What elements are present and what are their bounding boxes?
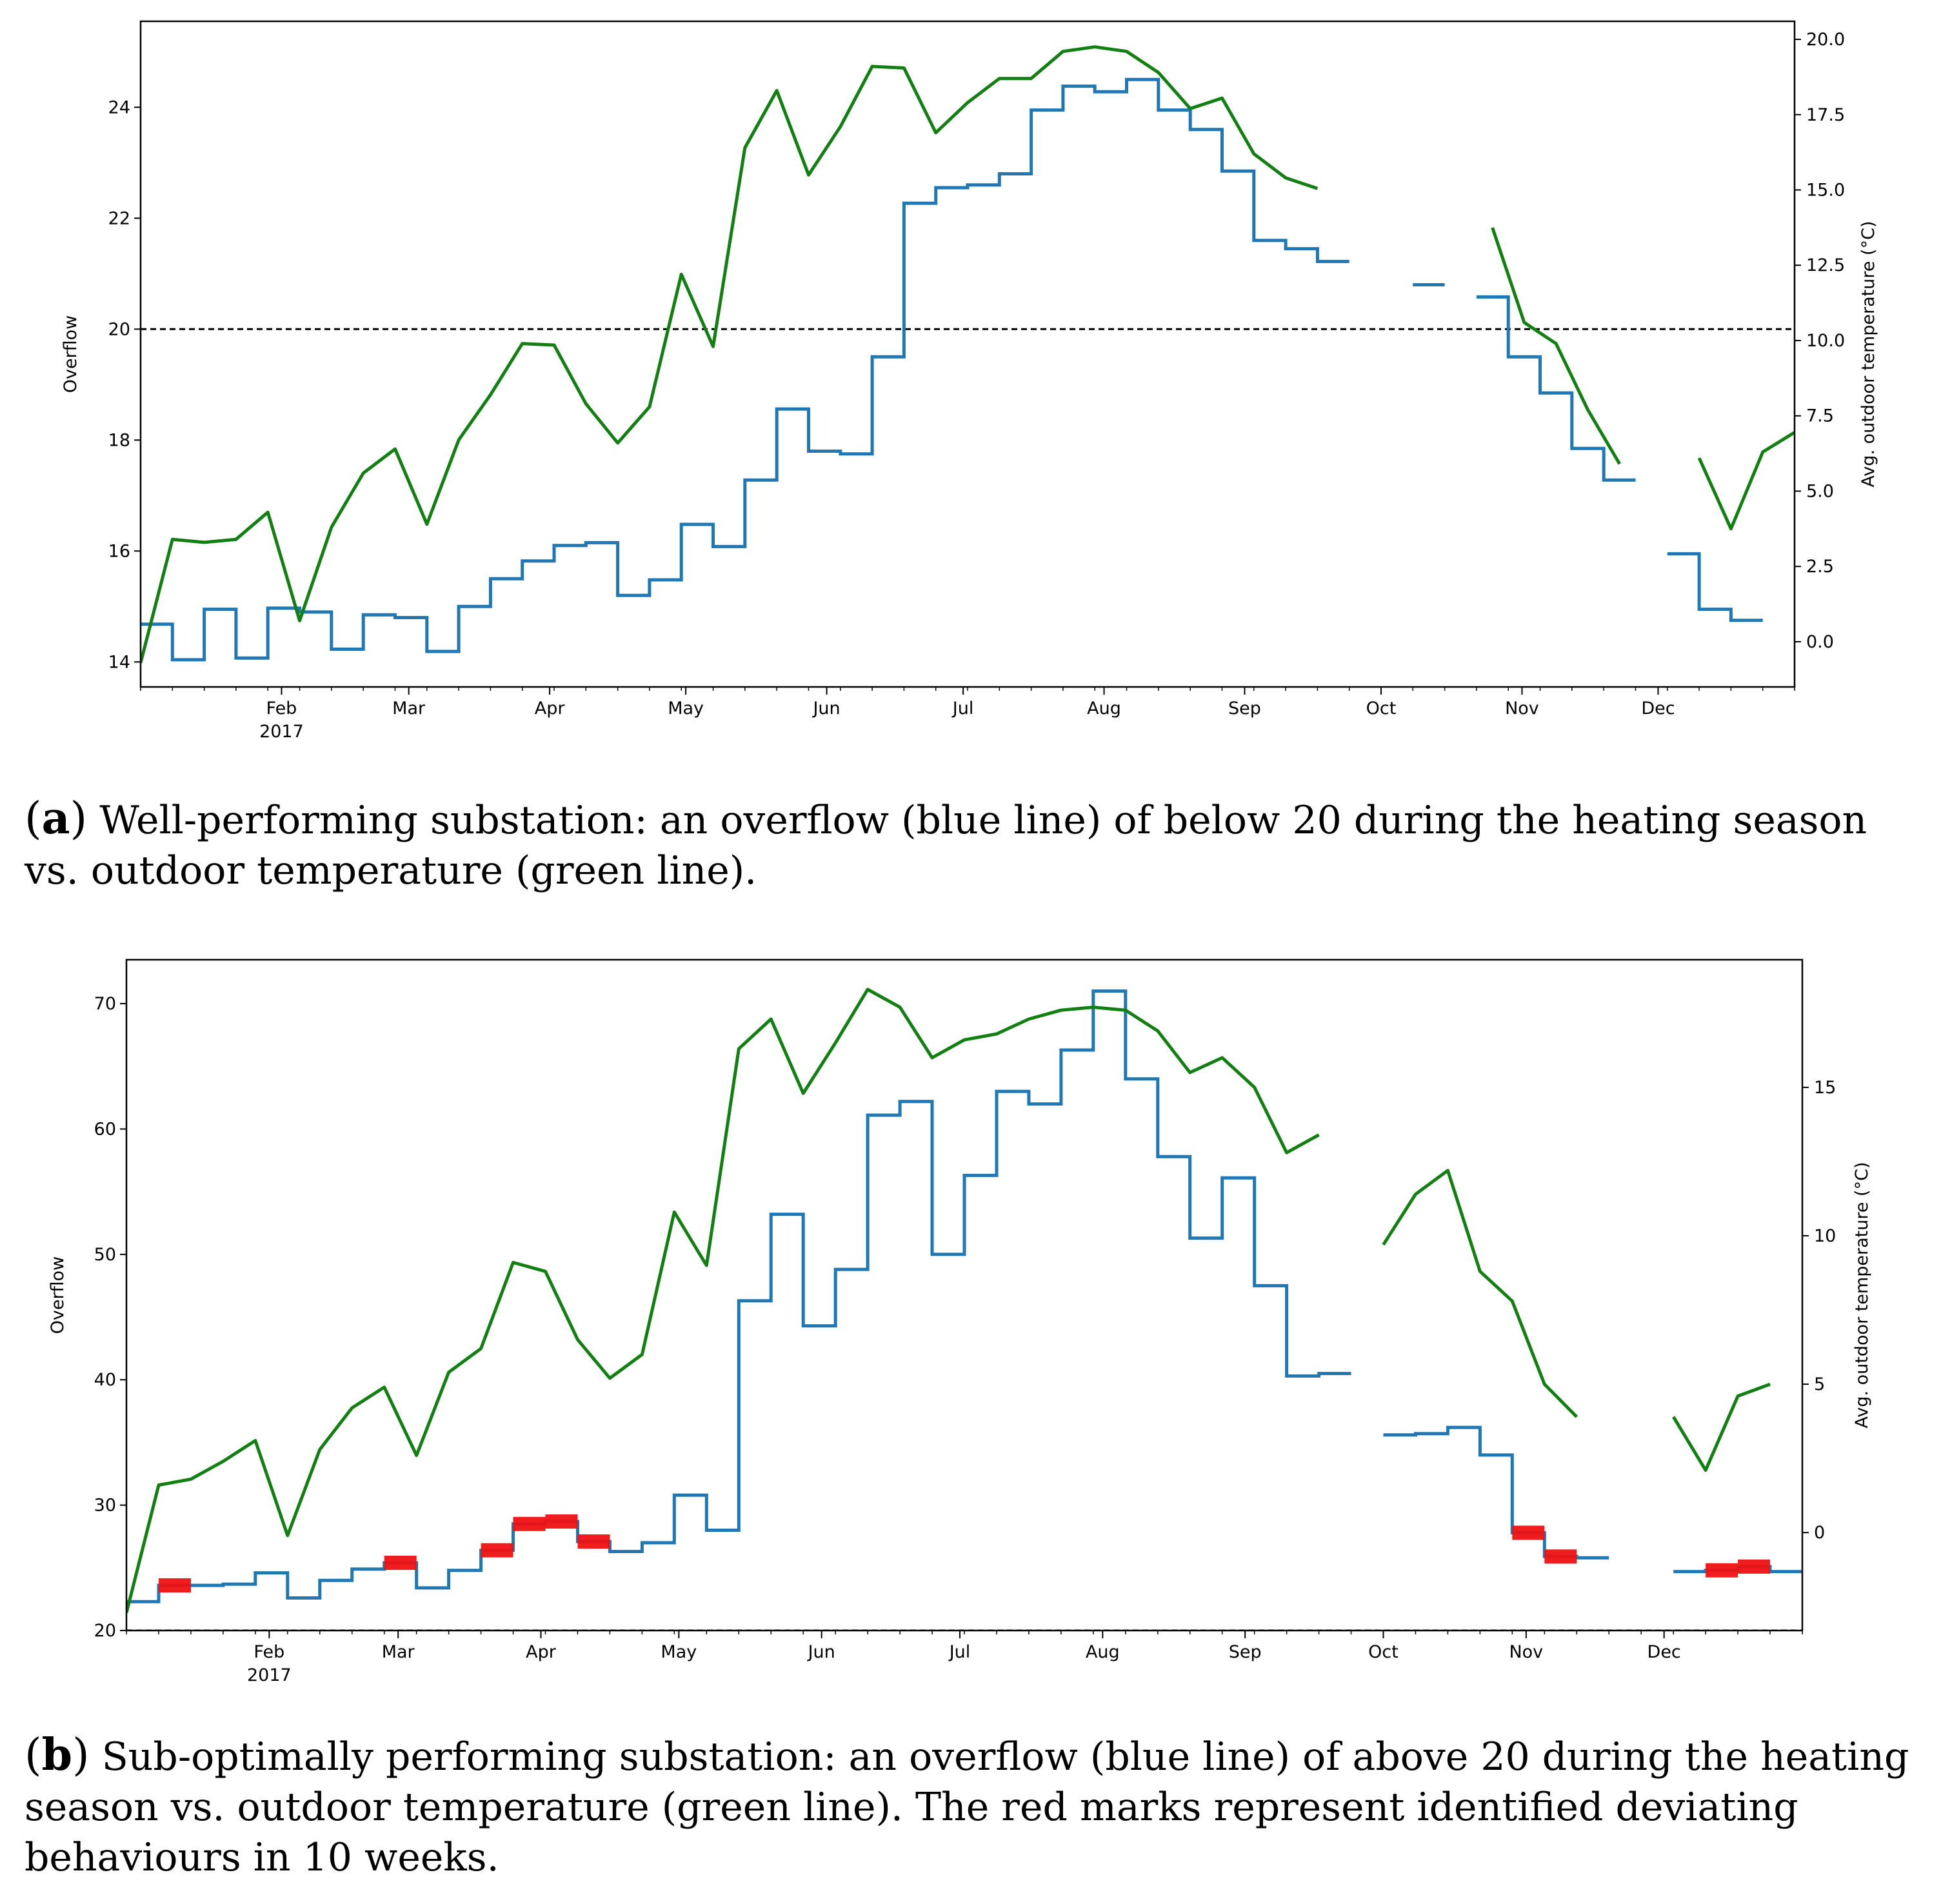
chart-b: 20 30 40 50 60 70 0 5 10 15 Feb Mar Apr May Jun Jul Aug S… [48,958,1872,1685]
anomaly-mark [1738,1559,1771,1574]
x-year-label: 2017 [259,722,304,742]
plot-area [141,45,1795,664]
anomaly-mark [1706,1563,1738,1578]
y2-tick-label: 5 [1814,1374,1825,1394]
caption-a-label: a [41,793,70,844]
y2-tick-label: 0 [1814,1523,1825,1543]
overflow-line-segment [1383,1425,1609,1560]
anomaly-mark [1512,1525,1545,1540]
y-tick-label: 14 [108,652,130,672]
y2-tick-label: 0.0 [1806,632,1834,652]
x-tick-label: Oct [1366,699,1397,719]
temperature-line-segment [141,45,1319,664]
x-tick-label: Dec [1641,699,1675,719]
x-tick-label: Feb [266,699,297,719]
x-tick-label: Dec [1647,1642,1681,1662]
y2-tick-label: 5.0 [1806,481,1834,501]
x-tick-label: Mar [392,699,426,719]
y-tick-label: 50 [94,1245,116,1265]
y-tick-label: 30 [94,1496,116,1516]
caption-b-tag: (b) [25,1729,90,1781]
y2-tick-label: 2.5 [1806,557,1834,577]
y2-tick-label: 20.0 [1806,30,1845,50]
caption-b-text: Sub-optimally performing substation: an … [25,1734,1909,1880]
x-tick-label: Apr [535,699,566,719]
caption-b: (b) Sub-optimally performing substation:… [25,1730,1921,1883]
x-tick-label: Sep [1228,699,1261,719]
x-tick-label: Apr [526,1642,557,1662]
x-tick-label: Oct [1368,1642,1399,1662]
y-axis-label: Overflow [61,315,81,393]
x-tick-label: Nov [1505,699,1539,719]
x-tick-label: Aug [1086,1642,1120,1662]
x-tick-label: May [661,1642,697,1662]
overflow-line-segment [1667,552,1763,622]
y2-axis-label: Avg. outdoor temperature (°C) [1852,1162,1872,1429]
anomaly-mark [159,1578,191,1592]
plot-area [126,987,1802,1631]
x-tick-label: Nov [1509,1642,1543,1662]
x-tick-label: Jun [811,699,840,719]
y2-tick-label: 17.5 [1806,105,1845,125]
x-tick-label: May [668,699,704,719]
axes-frame [139,20,1796,688]
y2-tick-label: 7.5 [1806,406,1834,426]
y2-tick-label: 10 [1814,1226,1836,1246]
x-tick-label: Sep [1229,1642,1262,1662]
temperature-line-segment [1382,1169,1578,1418]
temperature-line-segment [1672,1382,1771,1472]
axes-frame [125,958,1804,1632]
y2-tick-label: 12.5 [1806,255,1845,275]
x-tick-label: Aug [1087,699,1121,719]
overflow-line-segment [126,989,1351,1603]
y-tick-label: 70 [94,994,116,1014]
y2-tick-label: 15.0 [1806,181,1845,201]
y-tick-label: 20 [108,319,130,339]
y-tick-label: 60 [94,1119,116,1139]
y-axis-label: Overflow [48,1256,68,1334]
anomaly-mark [513,1516,546,1531]
y-tick-label: 24 [108,97,130,117]
anomaly-mark [384,1556,417,1570]
y-tick-label: 18 [108,430,130,450]
x-tick-label: Feb [254,1642,284,1662]
y2-tick-label: 15 [1814,1078,1836,1098]
y2-axis-label: Avg. outdoor temperature (°C) [1858,221,1878,488]
anomaly-mark [481,1543,513,1558]
caption-a: (a) Well-performing substation: an overf… [25,793,1921,896]
x-tick-label: Jul [948,1642,971,1662]
y-tick-label: 16 [108,541,130,561]
x-tick-label: Mar [382,1642,415,1662]
y-tick-label: 22 [108,208,130,228]
caption-b-label: b [41,1729,73,1781]
caption-a-text: Well-performing substation: an overflow … [25,798,1867,893]
temperature-line-segment [126,987,1320,1614]
temperature-line-segment [1491,227,1621,465]
y2-tick-label: 10.0 [1806,331,1845,351]
anomaly-mark [577,1534,610,1549]
y-tick-label: 40 [94,1370,116,1390]
x-year-label: 2017 [247,1665,292,1685]
chart-a: 14 16 18 20 22 24 0.0 2.5 5.0 7.5 10.0 12.5 15.0 17.5… [61,20,1878,742]
overflow-line-segment [141,77,1349,662]
temperature-line-segment [1697,431,1795,531]
overflow-line-segment [1476,295,1636,482]
x-tick-label: Jun [807,1642,835,1662]
anomaly-mark [1544,1549,1577,1564]
y-tick-label: 20 [94,1621,116,1641]
caption-a-tag: (a) [25,793,88,844]
x-tick-label: Jul [951,699,974,719]
anomaly-mark [545,1514,578,1529]
